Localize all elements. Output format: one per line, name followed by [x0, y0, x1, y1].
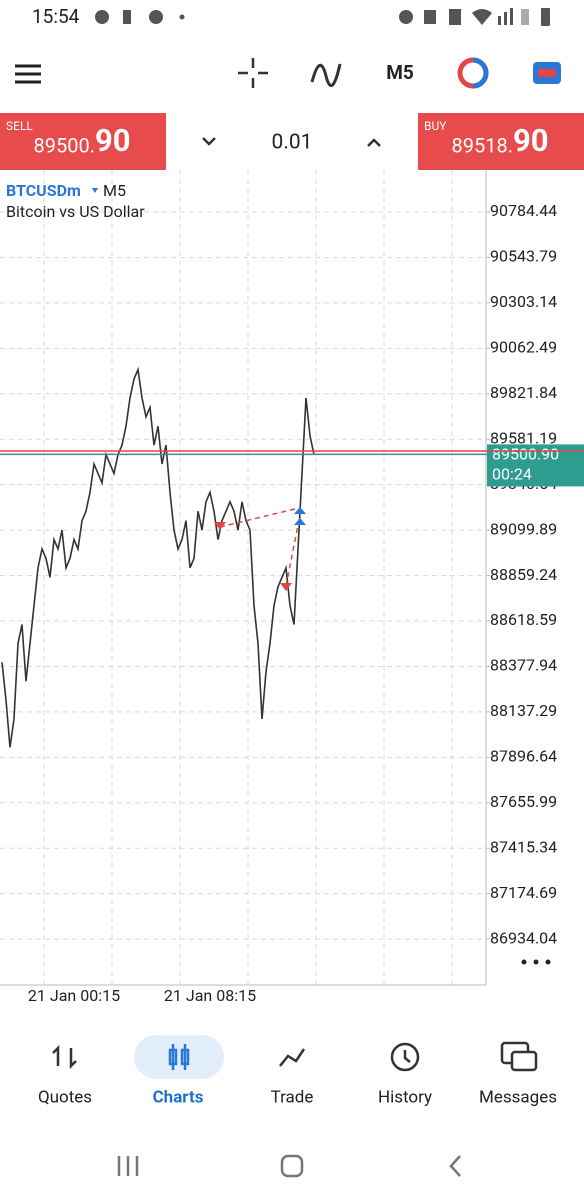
vertical-grid: [43, 170, 453, 985]
y-tick-label: 87415.34: [490, 837, 557, 856]
volume[interactable]: 0.01: [272, 131, 313, 155]
y-tick-label: 87655.99: [490, 792, 557, 811]
sell-price-big: 90: [95, 122, 131, 159]
nav-tab[interactable]: Trade: [271, 1087, 314, 1107]
active-tab-pill: [134, 1035, 224, 1079]
price-label: 89500.90: [492, 445, 559, 464]
x-tick-label: 21 Jan 00:15: [28, 986, 120, 1005]
y-tick-label: 88377.94: [490, 656, 557, 675]
y-tick-label: 88137.29: [490, 701, 557, 720]
y-tick-label: 89581.19: [490, 428, 557, 447]
nav-tab[interactable]: History: [378, 1087, 432, 1107]
one-click-icon[interactable]: [533, 62, 561, 84]
trade-markers: [214, 507, 306, 591]
menu-icon[interactable]: [15, 64, 41, 84]
buy-price: 89518.: [452, 133, 513, 157]
sell-label: SELL: [6, 119, 33, 133]
sell-button[interactable]: [0, 113, 166, 170]
volume-down[interactable]: [202, 137, 216, 146]
chart-symbol[interactable]: BTCUSDm: [6, 181, 81, 200]
indicator-icon[interactable]: [310, 63, 342, 88]
system-nav: [117, 1154, 461, 1178]
buy-label: BUY: [424, 119, 447, 133]
y-tick-label: 90062.49: [490, 338, 557, 357]
crosshair-icon[interactable]: [238, 58, 268, 88]
symbol-dropdown[interactable]: [92, 188, 98, 193]
status-time: 15:54: [32, 5, 80, 28]
chart: [0, 170, 486, 985]
y-tick-label: 89821.84: [490, 383, 557, 402]
more-button[interactable]: [521, 959, 551, 965]
chart-subtitle: Bitcoin vs US Dollar: [6, 202, 145, 221]
y-tick-label: 87174.69: [490, 883, 557, 902]
y-tick-label: 86934.04: [490, 928, 557, 947]
y-tick-label: 88859.24: [490, 565, 557, 584]
x-tick-label: 21 Jan 08:15: [164, 986, 256, 1005]
bottom-nav: Quotes Charts Trade History Messages: [38, 1087, 557, 1107]
nav-tab[interactable]: Charts: [153, 1087, 204, 1107]
timeframe-button[interactable]: M5: [386, 61, 414, 84]
trade-mode-icon[interactable]: [457, 57, 489, 89]
price-line: [1, 366, 315, 748]
y-tick-label: 88618.59: [490, 610, 557, 629]
buy-button[interactable]: [418, 113, 584, 170]
volume-up[interactable]: [367, 138, 381, 147]
y-tick-label: 90784.44: [490, 201, 557, 220]
countdown: 00:24: [492, 465, 532, 484]
y-tick-label: 90543.79: [490, 247, 557, 266]
status-icons: [95, 8, 550, 26]
nav-icons: [52, 1041, 538, 1072]
sell-price: 89500.: [34, 133, 95, 157]
nav-tab[interactable]: Messages: [479, 1087, 557, 1107]
y-tick-label: 87896.64: [490, 747, 557, 766]
nav-tab[interactable]: Quotes: [38, 1087, 92, 1107]
chart-timeframe: M5: [103, 181, 126, 200]
y-tick-label: 89099.89: [490, 519, 557, 538]
y-tick-label: 90303.14: [490, 292, 557, 311]
buy-price-big: 90: [513, 122, 549, 159]
